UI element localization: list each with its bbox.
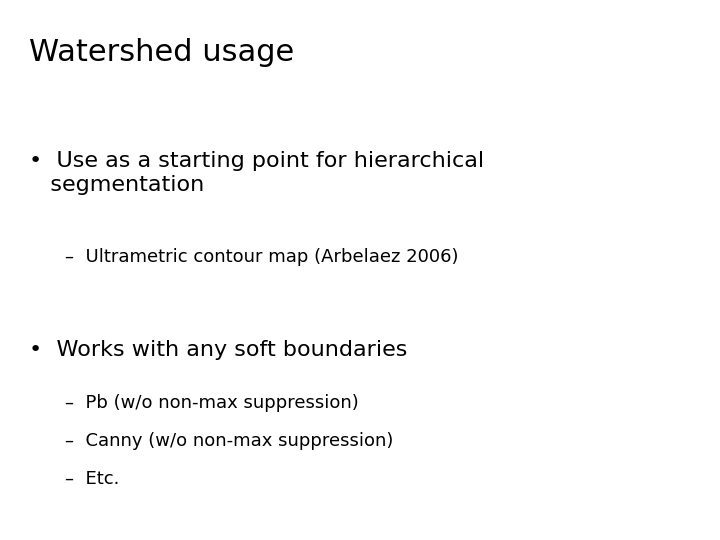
Text: –  Pb (w/o non-max suppression): – Pb (w/o non-max suppression) xyxy=(65,394,359,412)
Text: –  Ultrametric contour map (Arbelaez 2006): – Ultrametric contour map (Arbelaez 2006… xyxy=(65,248,459,266)
Text: –  Etc.: – Etc. xyxy=(65,470,120,488)
Text: •  Works with any soft boundaries: • Works with any soft boundaries xyxy=(29,340,408,360)
Text: –  Canny (w/o non-max suppression): – Canny (w/o non-max suppression) xyxy=(65,432,393,450)
Text: Watershed usage: Watershed usage xyxy=(29,38,294,67)
Text: •  Use as a starting point for hierarchical
   segmentation: • Use as a starting point for hierarchic… xyxy=(29,151,484,195)
